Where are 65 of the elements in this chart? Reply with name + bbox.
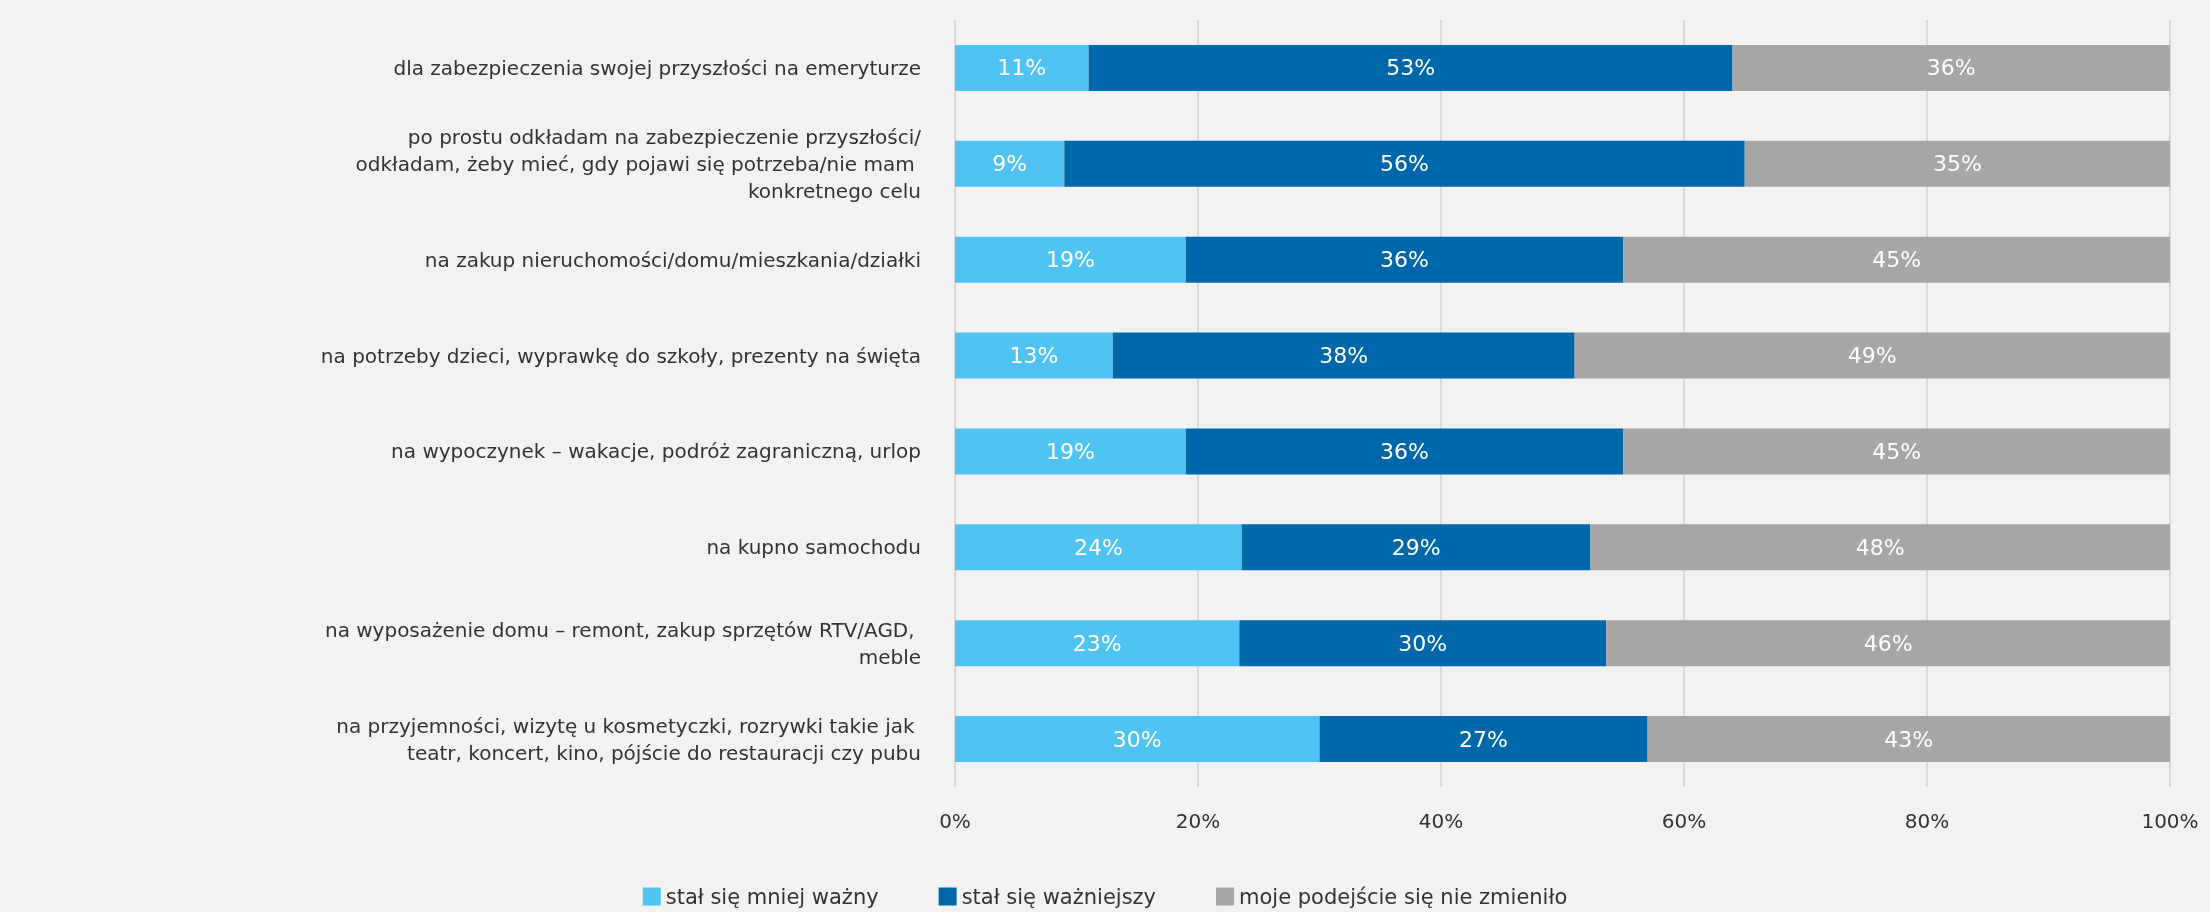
bar bbox=[1239, 620, 1607, 667]
bar bbox=[1185, 236, 1624, 283]
legend-label: stał się mniej ważny bbox=[665, 884, 879, 909]
data-label: 43% bbox=[1884, 726, 1934, 752]
y-tick-label: dla zabezpieczenia swojej przyszłości na emeryturze bbox=[393, 55, 921, 80]
legend-label: moje podejście się nie zmieniło bbox=[1239, 884, 1568, 909]
bar bbox=[1744, 140, 2170, 187]
bar bbox=[1606, 620, 2170, 667]
data-label: 23% bbox=[1072, 630, 1122, 656]
x-tick-label: 0% bbox=[939, 809, 971, 833]
bar bbox=[1088, 44, 1733, 91]
data-label: 19% bbox=[1045, 438, 1095, 464]
bar bbox=[955, 428, 1186, 475]
data-label: 19% bbox=[1045, 247, 1095, 273]
bar bbox=[1590, 524, 2170, 571]
data-label: 49% bbox=[1847, 343, 1897, 369]
data-label: 13% bbox=[1009, 343, 1059, 369]
bar bbox=[1112, 332, 1575, 379]
y-tick-label: na wypoczynek – wakacje, podróż zagraniczną, urlop bbox=[391, 439, 921, 464]
data-label: 30% bbox=[1112, 726, 1162, 752]
y-tick-label: na kupno samochodu bbox=[706, 535, 921, 560]
x-tick-label: 80% bbox=[1904, 809, 1950, 833]
x-tick-label: 100% bbox=[2141, 809, 2199, 833]
bar bbox=[955, 44, 1089, 91]
bar bbox=[955, 524, 1242, 571]
data-label: 38% bbox=[1319, 343, 1369, 369]
data-label: 11% bbox=[997, 55, 1047, 81]
y-tick-label: po prostu odkładam na zabezpieczenie przyszłości/odkładam, żeby mieć, gdy pojawi się potrzeba/nie mam konkretnego celu bbox=[355, 124, 922, 203]
y-tick-label: na zakup nieruchomości/domu/mieszkania/działki bbox=[424, 247, 921, 272]
bar bbox=[1623, 428, 2170, 475]
bar bbox=[1647, 716, 2170, 763]
y-tick-label: na wyposażenie domu – remont, zakup sprzętów RTV/AGD, meble bbox=[324, 617, 921, 669]
data-label: 35% bbox=[1932, 151, 1982, 177]
data-label: 53% bbox=[1386, 55, 1436, 81]
data-label: 9% bbox=[992, 151, 1028, 177]
data-label: 45% bbox=[1872, 247, 1922, 273]
data-label: 36% bbox=[1926, 55, 1976, 81]
legend-label: stał się ważniejszy bbox=[961, 884, 1157, 909]
data-label: 56% bbox=[1380, 151, 1429, 177]
bar bbox=[955, 716, 1320, 763]
data-label: 29% bbox=[1391, 534, 1441, 560]
bar bbox=[955, 236, 1186, 283]
data-label: 46% bbox=[1863, 630, 1913, 656]
bar bbox=[1185, 428, 1624, 475]
y-tick-label: na przyjemności, wizytę u kosmetyczki, rozrywki takie jak teatr, koncert, kino, pójście do restauracji czy pubu bbox=[336, 713, 921, 765]
data-label: 45% bbox=[1872, 438, 1922, 464]
bar bbox=[1319, 716, 1648, 763]
bar bbox=[1064, 140, 1745, 187]
data-label: 27% bbox=[1459, 726, 1508, 752]
y-tick-label: na potrzeby dzieci, wyprawkę do szkoły, prezenty na święta bbox=[320, 343, 921, 368]
x-tick-label: 60% bbox=[1661, 809, 1707, 833]
x-tick-label: 20% bbox=[1175, 809, 1221, 833]
bar bbox=[1574, 332, 2170, 379]
data-label: 36% bbox=[1380, 247, 1429, 273]
data-label: 48% bbox=[1855, 534, 1905, 560]
data-label: 36% bbox=[1380, 438, 1429, 464]
bar bbox=[955, 332, 1113, 379]
data-label: 24% bbox=[1073, 534, 1123, 560]
bar bbox=[955, 620, 1240, 667]
bar bbox=[1732, 44, 2170, 91]
bar bbox=[1241, 524, 1591, 571]
x-tick-label: 40% bbox=[1418, 809, 1464, 833]
bar bbox=[955, 140, 1065, 187]
bar bbox=[1623, 236, 2170, 283]
data-label: 30% bbox=[1398, 630, 1448, 656]
